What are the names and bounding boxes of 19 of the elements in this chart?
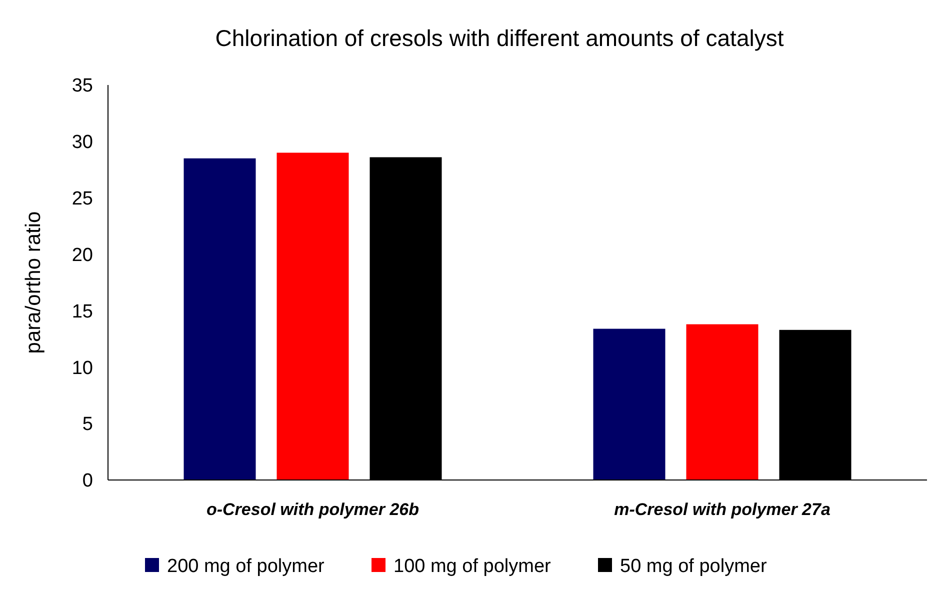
chart-title: Chlorination of cresols with different amounts of catalyst bbox=[215, 25, 784, 51]
legend-label: 200 mg of polymer bbox=[167, 556, 326, 577]
legend-label: 50 mg of polymer bbox=[620, 556, 768, 577]
y-tick-label: 0 bbox=[82, 470, 93, 492]
bar bbox=[184, 158, 256, 480]
x-tick-label: o-Cresol with polymer 26b bbox=[206, 500, 420, 519]
bar bbox=[276, 152, 349, 480]
bar bbox=[593, 328, 666, 480]
y-tick-label: 25 bbox=[72, 188, 93, 210]
bar bbox=[686, 324, 758, 480]
y-tick-label: 5 bbox=[82, 414, 93, 436]
y-tick-label: 30 bbox=[72, 132, 93, 154]
x-tick-label: m-Cresol with polymer 27a bbox=[614, 500, 830, 519]
y-tick-label: 15 bbox=[72, 301, 93, 322]
y-tick-label: 20 bbox=[72, 244, 93, 266]
y-tick-label: 35 bbox=[72, 76, 93, 97]
y-axis-title: para/ortho ratio bbox=[22, 211, 45, 354]
legend-label: 100 mg of polymer bbox=[394, 556, 552, 577]
y-tick-label: 10 bbox=[72, 358, 93, 379]
